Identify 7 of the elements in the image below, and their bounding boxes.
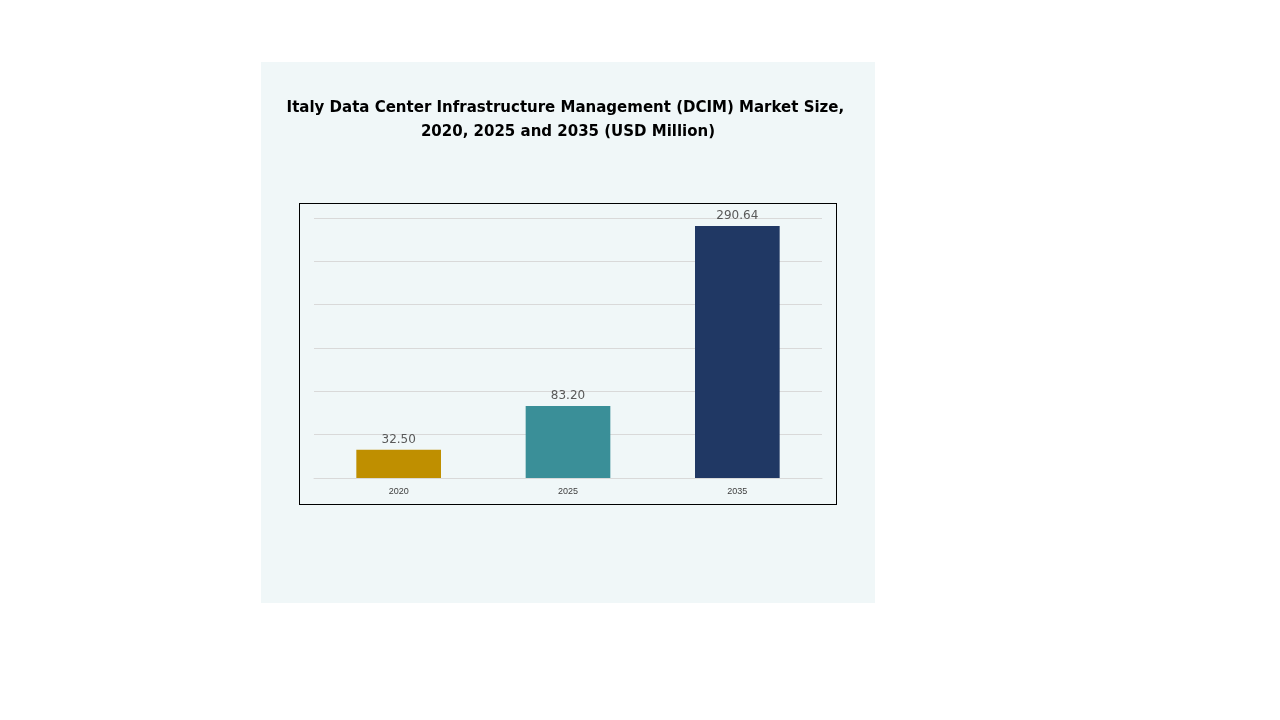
data-label: 83.20 (550, 387, 586, 402)
data-label: 290.64 (716, 208, 759, 223)
x-tick-label: 2020 (388, 485, 409, 496)
x-tick-label: 2025 (557, 485, 579, 496)
data-label: 32.50 (381, 431, 416, 446)
x-tick-label: 2035 (727, 485, 748, 496)
chart-title: Italy Data Center Infrastructure Management (DCIM) Market Size, 2020, 2025 and 2035 (USD Million) (286, 98, 850, 140)
